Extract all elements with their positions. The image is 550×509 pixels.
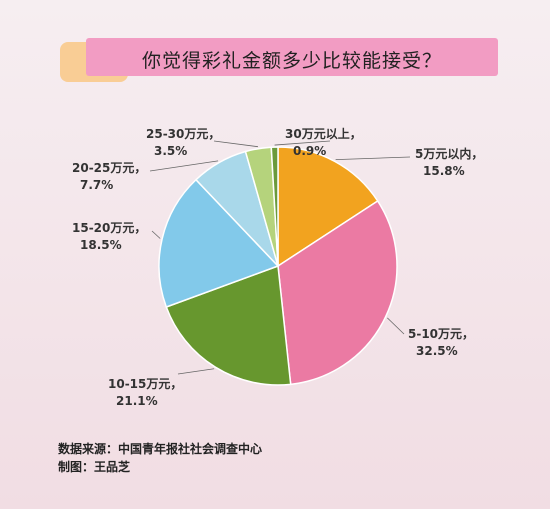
slice-percent-label-0: 15.8%: [423, 164, 465, 178]
slice-percent-label-3: 18.5%: [80, 238, 122, 252]
slice-percent-label-6: 0.9%: [293, 144, 326, 158]
leader-line-4: [149, 160, 219, 172]
slice-name-label-0: 5万元以内，: [415, 146, 483, 161]
slice-percent-label-2: 21.1%: [116, 394, 158, 408]
slice-name-label-4: 20-25万元，: [72, 161, 146, 175]
slice-name-label-2: 10-15万元，: [108, 377, 182, 391]
pie-slice-3: [158, 178, 280, 308]
leader-line-2: [177, 368, 215, 375]
leader-line-0: [335, 156, 411, 161]
slice-percent-label-4: 7.7%: [80, 178, 113, 192]
pie-slice-1: [277, 199, 398, 386]
slice-percent-label-5: 3.5%: [154, 144, 187, 158]
pie-slice-0: [277, 146, 379, 268]
slice-percent-label-1: 32.5%: [416, 344, 458, 358]
chart-title: 你觉得彩礼金额多少比较能接受？: [141, 50, 442, 72]
leader-line-3: [151, 230, 161, 239]
leader-line-6: [274, 140, 331, 146]
slice-name-label-5: 25-30万元，: [146, 127, 220, 141]
pie-slice-6: [270, 146, 279, 267]
chart-author-note: 制图：王品芝: [58, 460, 131, 474]
leader-line-5: [213, 140, 258, 148]
data-source-note: 数据来源：中国青年报社社会调查中心: [58, 442, 263, 456]
slice-name-label-3: 15-20万元，: [72, 221, 146, 235]
slice-name-label-6: 30万元以上，: [285, 126, 362, 141]
slice-name-label-1: 5-10万元，: [408, 327, 474, 341]
title-banner: 你觉得彩礼金额多少比较能接受？: [86, 38, 498, 76]
leader-line-1: [387, 317, 405, 335]
